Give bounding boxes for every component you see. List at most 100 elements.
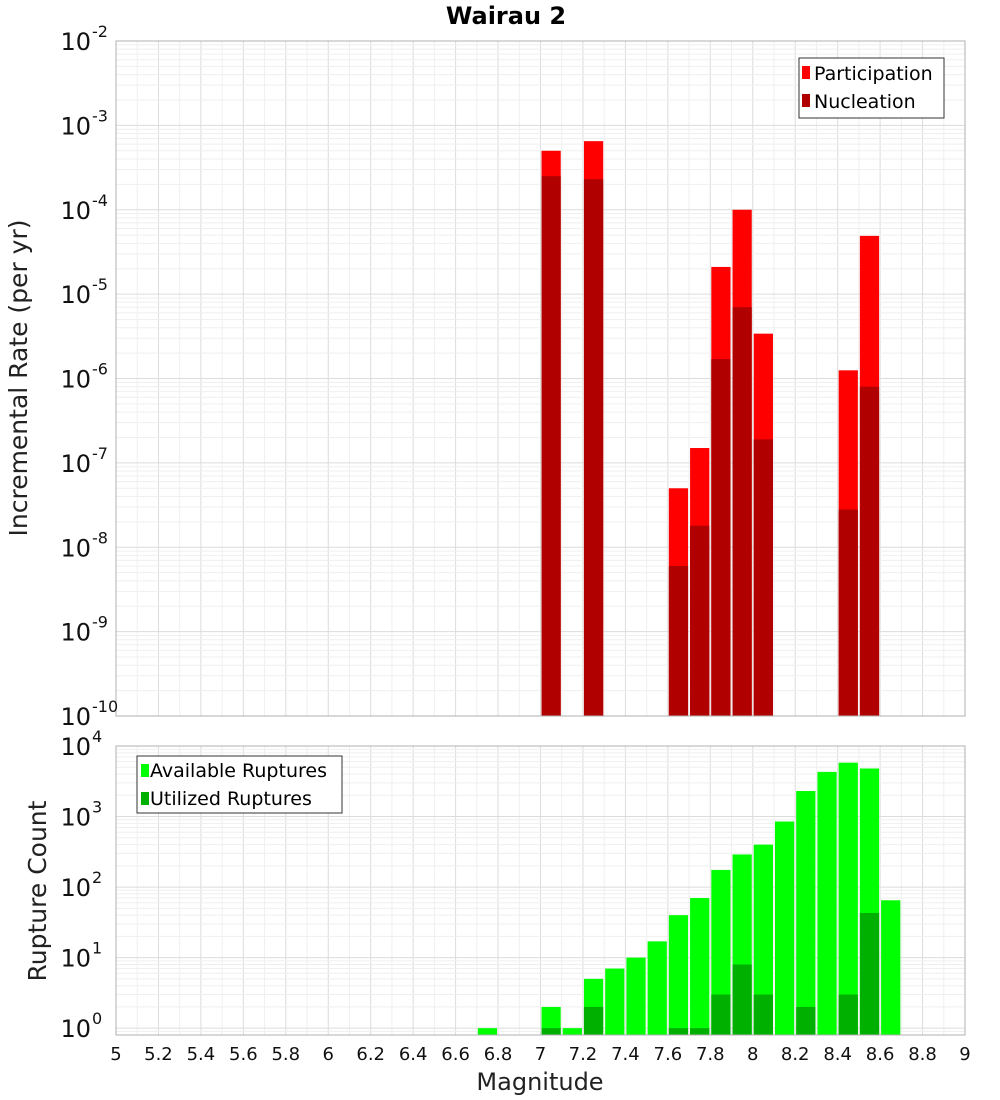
x-tick-label: 7 bbox=[535, 1044, 546, 1065]
y-tick-exponent: -2 bbox=[92, 22, 108, 41]
utilized-ruptures-bar bbox=[859, 912, 880, 1035]
legend-label-participation: Participation bbox=[814, 63, 933, 85]
x-tick-label: 9 bbox=[959, 1044, 970, 1065]
x-tick-label: 8.8 bbox=[908, 1044, 937, 1065]
available-ruptures-bar bbox=[668, 915, 689, 1035]
y-tick-exponent: 1 bbox=[92, 939, 102, 958]
x-tick-label: 5.6 bbox=[229, 1044, 258, 1065]
y-tick-base: 10 bbox=[60, 112, 91, 140]
available-ruptures-bar bbox=[881, 900, 901, 1035]
nucleation-bar bbox=[583, 179, 604, 716]
legend-swatch-nucleation bbox=[802, 94, 810, 107]
available-ruptures-bar bbox=[774, 821, 795, 1035]
x-tick-label: 7.4 bbox=[611, 1044, 640, 1065]
x-tick-label: 8.2 bbox=[781, 1044, 810, 1065]
available-ruptures-bar bbox=[605, 968, 625, 1035]
bottom-plot-bars bbox=[477, 762, 901, 1035]
x-tick-label: 6.6 bbox=[441, 1044, 470, 1065]
x-tick-label: 8.4 bbox=[823, 1044, 852, 1065]
top-legend: Participation Nucleation bbox=[798, 57, 945, 119]
y-tick-exponent: -4 bbox=[92, 191, 108, 210]
y-tick-label: 10 -9 bbox=[60, 613, 108, 647]
nucleation-bar bbox=[859, 386, 880, 716]
utilized-ruptures-bar bbox=[753, 994, 773, 1035]
y-tick-label: 10 -4 bbox=[60, 191, 108, 225]
y-tick-base: 10 bbox=[60, 197, 91, 225]
bottom-plot-frame bbox=[115, 745, 966, 1036]
y-tick-label: 10 -3 bbox=[60, 106, 108, 140]
y-tick-label: 10 3 bbox=[60, 798, 102, 832]
available-ruptures-bar bbox=[753, 844, 773, 1035]
x-tick-label: 5.8 bbox=[271, 1044, 300, 1065]
legend-swatch-utilized bbox=[141, 792, 149, 805]
available-ruptures-bar bbox=[838, 762, 858, 1035]
nucleation-bar bbox=[541, 176, 561, 716]
x-tick-label: 5.2 bbox=[144, 1044, 173, 1065]
y-tick-base: 10 bbox=[60, 619, 91, 647]
y-tick-exponent: 4 bbox=[92, 727, 102, 746]
y-tick-base: 10 bbox=[60, 450, 91, 478]
y-tick-label: 10 4 bbox=[60, 727, 102, 761]
chart-title: Wairau 2 bbox=[446, 2, 566, 30]
y-tick-base: 10 bbox=[60, 874, 91, 902]
y-tick-exponent: -7 bbox=[92, 444, 108, 463]
y-tick-label: 10 -5 bbox=[60, 275, 108, 309]
utilized-ruptures-bar bbox=[838, 994, 858, 1035]
utilized-ruptures-bar bbox=[583, 1006, 604, 1035]
nucleation-bar bbox=[753, 439, 773, 716]
x-tick-label: 5 bbox=[110, 1044, 121, 1065]
nucleation-bar bbox=[732, 307, 752, 716]
x-axis-label: Magnitude bbox=[476, 1068, 603, 1096]
available-ruptures-bar bbox=[626, 957, 646, 1035]
available-ruptures-bar bbox=[477, 1028, 498, 1035]
y-tick-base: 10 bbox=[60, 733, 91, 761]
y-tick-exponent: -5 bbox=[92, 275, 108, 294]
x-tick-label: 6.4 bbox=[399, 1044, 428, 1065]
y-tick-base: 10 bbox=[60, 703, 91, 731]
y-tick-base: 10 bbox=[60, 366, 91, 394]
y-tick-base: 10 bbox=[60, 1015, 91, 1043]
x-tick-label: 8.6 bbox=[866, 1044, 895, 1065]
x-tick-label: 6.2 bbox=[356, 1044, 385, 1065]
x-tick-label: 8 bbox=[747, 1044, 758, 1065]
y-tick-exponent: 2 bbox=[92, 868, 102, 887]
legend-label-nucleation: Nucleation bbox=[814, 91, 916, 113]
x-tick-label: 6.8 bbox=[484, 1044, 513, 1065]
x-tick-label: 7.8 bbox=[696, 1044, 725, 1065]
available-ruptures-bar bbox=[541, 1006, 561, 1035]
y-tick-label: 10 -8 bbox=[60, 528, 108, 562]
available-ruptures-bar bbox=[562, 1028, 582, 1035]
y-tick-label: 10 -7 bbox=[60, 444, 108, 478]
available-ruptures-bar bbox=[817, 771, 837, 1035]
available-ruptures-bar bbox=[711, 869, 731, 1035]
y-tick-base: 10 bbox=[60, 804, 91, 832]
y-tick-exponent: -9 bbox=[92, 613, 108, 632]
available-ruptures-bar bbox=[690, 898, 710, 1035]
y-tick-base: 10 bbox=[60, 945, 91, 973]
y-tick-label: 10 2 bbox=[60, 868, 102, 902]
y-tick-label: 10 -6 bbox=[60, 360, 108, 394]
y-tick-base: 10 bbox=[60, 281, 91, 309]
available-ruptures-bar bbox=[796, 791, 816, 1035]
y-tick-label: 10 -10 bbox=[60, 697, 118, 731]
y-tick-exponent: -6 bbox=[92, 360, 108, 379]
x-tick-label: 6 bbox=[323, 1044, 334, 1065]
available-ruptures-bar bbox=[647, 941, 667, 1035]
nucleation-bar bbox=[668, 565, 689, 716]
y-tick-exponent: -8 bbox=[92, 528, 108, 547]
y-tick-exponent: -10 bbox=[92, 697, 118, 716]
legend-label-utilized: Utilized Ruptures bbox=[150, 788, 312, 810]
top-plot-frame bbox=[115, 40, 966, 717]
legend-label-available: Available Ruptures bbox=[150, 760, 327, 782]
y-tick-exponent: 3 bbox=[92, 798, 102, 817]
nucleation-bar bbox=[711, 359, 731, 716]
nucleation-bar bbox=[838, 509, 858, 716]
legend-swatch-participation bbox=[802, 66, 810, 79]
y-tick-label: 10 1 bbox=[60, 939, 102, 973]
y-tick-exponent: -3 bbox=[92, 106, 108, 125]
y-tick-label: 10 0 bbox=[60, 1009, 102, 1043]
top-y-axis-label: Incremental Rate (per yr) bbox=[4, 220, 33, 537]
